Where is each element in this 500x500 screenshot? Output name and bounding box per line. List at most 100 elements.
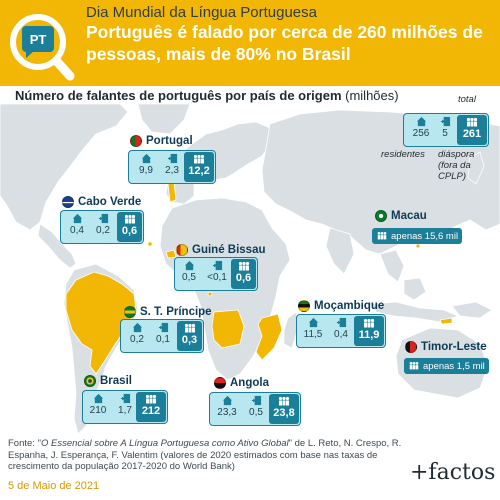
country-name: Angola (230, 377, 269, 389)
legend-diaspora-label: diáspora (fora da CPLP) (438, 149, 474, 182)
country-label-mocambique: Moçambique (298, 300, 384, 312)
house-icon (132, 322, 142, 333)
country-name: Portugal (146, 135, 193, 147)
value-total: 0,3 (181, 334, 198, 346)
value-diaspora: 1,7 (118, 405, 132, 416)
country-label-portugal: Portugal (130, 135, 193, 147)
legend-diaspora-note-2: CPLP) (438, 171, 466, 182)
total-cell: 0,3 (177, 321, 202, 351)
stat-box-mocambique: 11,5 0,4 11,9 (296, 314, 386, 348)
value-text: apenas 1,5 mil (423, 360, 485, 372)
total-cell: 23,8 (269, 394, 299, 424)
people-group-icon (363, 318, 375, 328)
country-label-cabo-verde: Cabo Verde (62, 196, 141, 208)
sao-tome-flag-icon (124, 306, 136, 318)
subtitle-unit: (milhões) (345, 88, 399, 103)
madagascar-land (283, 311, 299, 349)
lusophone-countries (65, 181, 453, 375)
headline: Português é falado por cerca de 260 milh… (86, 22, 483, 64)
logo-text: PT (30, 32, 47, 47)
country-label-sao-tome: S. T. Príncipe (124, 306, 212, 318)
legend-residents-label: residentes (381, 149, 425, 160)
exit-door-icon (212, 260, 222, 271)
source-prefix: Fonte: " (8, 438, 41, 449)
people-group-icon (184, 323, 195, 333)
value-residents: 0,2 (130, 334, 144, 345)
header-banner: PT Dia Mundial da Língua Portuguesa Port… (0, 0, 500, 86)
country-name: Guiné Bissau (192, 244, 266, 256)
source-title: O Essencial sobre A Língua Portuguesa co… (40, 438, 289, 449)
mozambique-land (255, 313, 283, 361)
stat-box-angola: 23,3 0,5 23,8 (209, 392, 301, 426)
legend-diaspora-note-1: (fora da (438, 160, 471, 171)
greenland-land (137, 104, 191, 135)
house-icon (93, 393, 103, 404)
timor-leste-land (439, 317, 453, 325)
value-residents: 0,4 (70, 225, 84, 236)
brazil-land (65, 271, 137, 375)
country-label-guine-bissau: Guiné Bissau (176, 244, 266, 256)
total-cell: 12,2 (184, 152, 214, 182)
kicker: Dia Mundial da Língua Portuguesa (86, 4, 317, 21)
country-label-macau: Macau (375, 210, 427, 222)
value-pill-timor-leste: apenas 1,5 mil (404, 358, 489, 374)
people-group-icon (278, 396, 290, 406)
value-total: 12,2 (188, 165, 210, 177)
legend-total-label: total (458, 94, 476, 105)
legend-diaspora-title: diáspora (438, 149, 475, 160)
people-group-icon (238, 261, 249, 271)
sao-tome-land (207, 291, 213, 297)
house-icon (222, 395, 232, 406)
value-diaspora: 0,1 (156, 334, 170, 345)
house-icon (72, 213, 82, 224)
country-name: Brasil (100, 375, 132, 387)
value-diaspora: 5 (442, 128, 448, 139)
value-total: 212 (141, 405, 161, 417)
value-total: 23,8 (273, 407, 295, 419)
exit-door-icon (336, 317, 346, 328)
value-pill-macau: apenas 15,6 mil (372, 228, 463, 244)
magnifier-speech-bubble-icon: PT (10, 14, 75, 81)
brand-logo: +factos (410, 460, 496, 485)
people-group-icon (466, 117, 478, 127)
value-text: apenas 15,6 mil (391, 230, 459, 242)
timor-leste-flag-icon (405, 341, 417, 353)
subtitle-main: Número de falantes de português por país… (15, 88, 342, 103)
country-name: Cabo Verde (78, 196, 142, 208)
exit-door-icon (98, 213, 108, 224)
exit-door-icon (167, 153, 177, 164)
value-residents: 210 (89, 405, 107, 416)
total-cell: 0,6 (117, 212, 142, 242)
total-cell: 11,9 (354, 316, 384, 346)
value-total: 261 (462, 128, 482, 140)
angola-land (211, 309, 245, 349)
value-diaspora: 0,2 (96, 225, 110, 236)
stat-box-sao-tome: 0,2 0,1 0,3 (120, 319, 204, 353)
people-group-icon (145, 394, 157, 404)
mocambique-flag-icon (298, 300, 310, 312)
people-group-icon (193, 154, 205, 164)
exit-door-icon (120, 393, 130, 404)
cabo-verde-land (147, 241, 153, 247)
angola-flag-icon (214, 377, 226, 389)
southeast-asia-land (379, 249, 405, 283)
country-name: Timor-Leste (421, 341, 487, 353)
value-diaspora: 2,3 (165, 165, 179, 176)
publication-date: 5 de Maio de 2021 (8, 480, 100, 492)
stat-box-guine-bissau: 0,5 <0,1 0,6 (174, 257, 258, 291)
guine-bissau-flag-icon (176, 244, 188, 256)
exit-door-icon (440, 116, 450, 127)
stat-box-cabo-verde: 0,4 0,2 0,6 (60, 210, 144, 244)
people-group-icon (377, 232, 387, 240)
country-label-angola: Angola (214, 377, 269, 389)
exit-door-icon (158, 322, 168, 333)
exit-door-icon (251, 395, 261, 406)
total-cell: 212 (136, 392, 166, 422)
country-name: Macau (391, 210, 427, 222)
central-america-land (37, 223, 77, 269)
north-america-land (0, 104, 129, 231)
value-residents: 0,5 (182, 272, 196, 283)
source-note: Fonte: "O Essencial sobre A Língua Portu… (8, 438, 408, 473)
house-icon (416, 116, 426, 127)
